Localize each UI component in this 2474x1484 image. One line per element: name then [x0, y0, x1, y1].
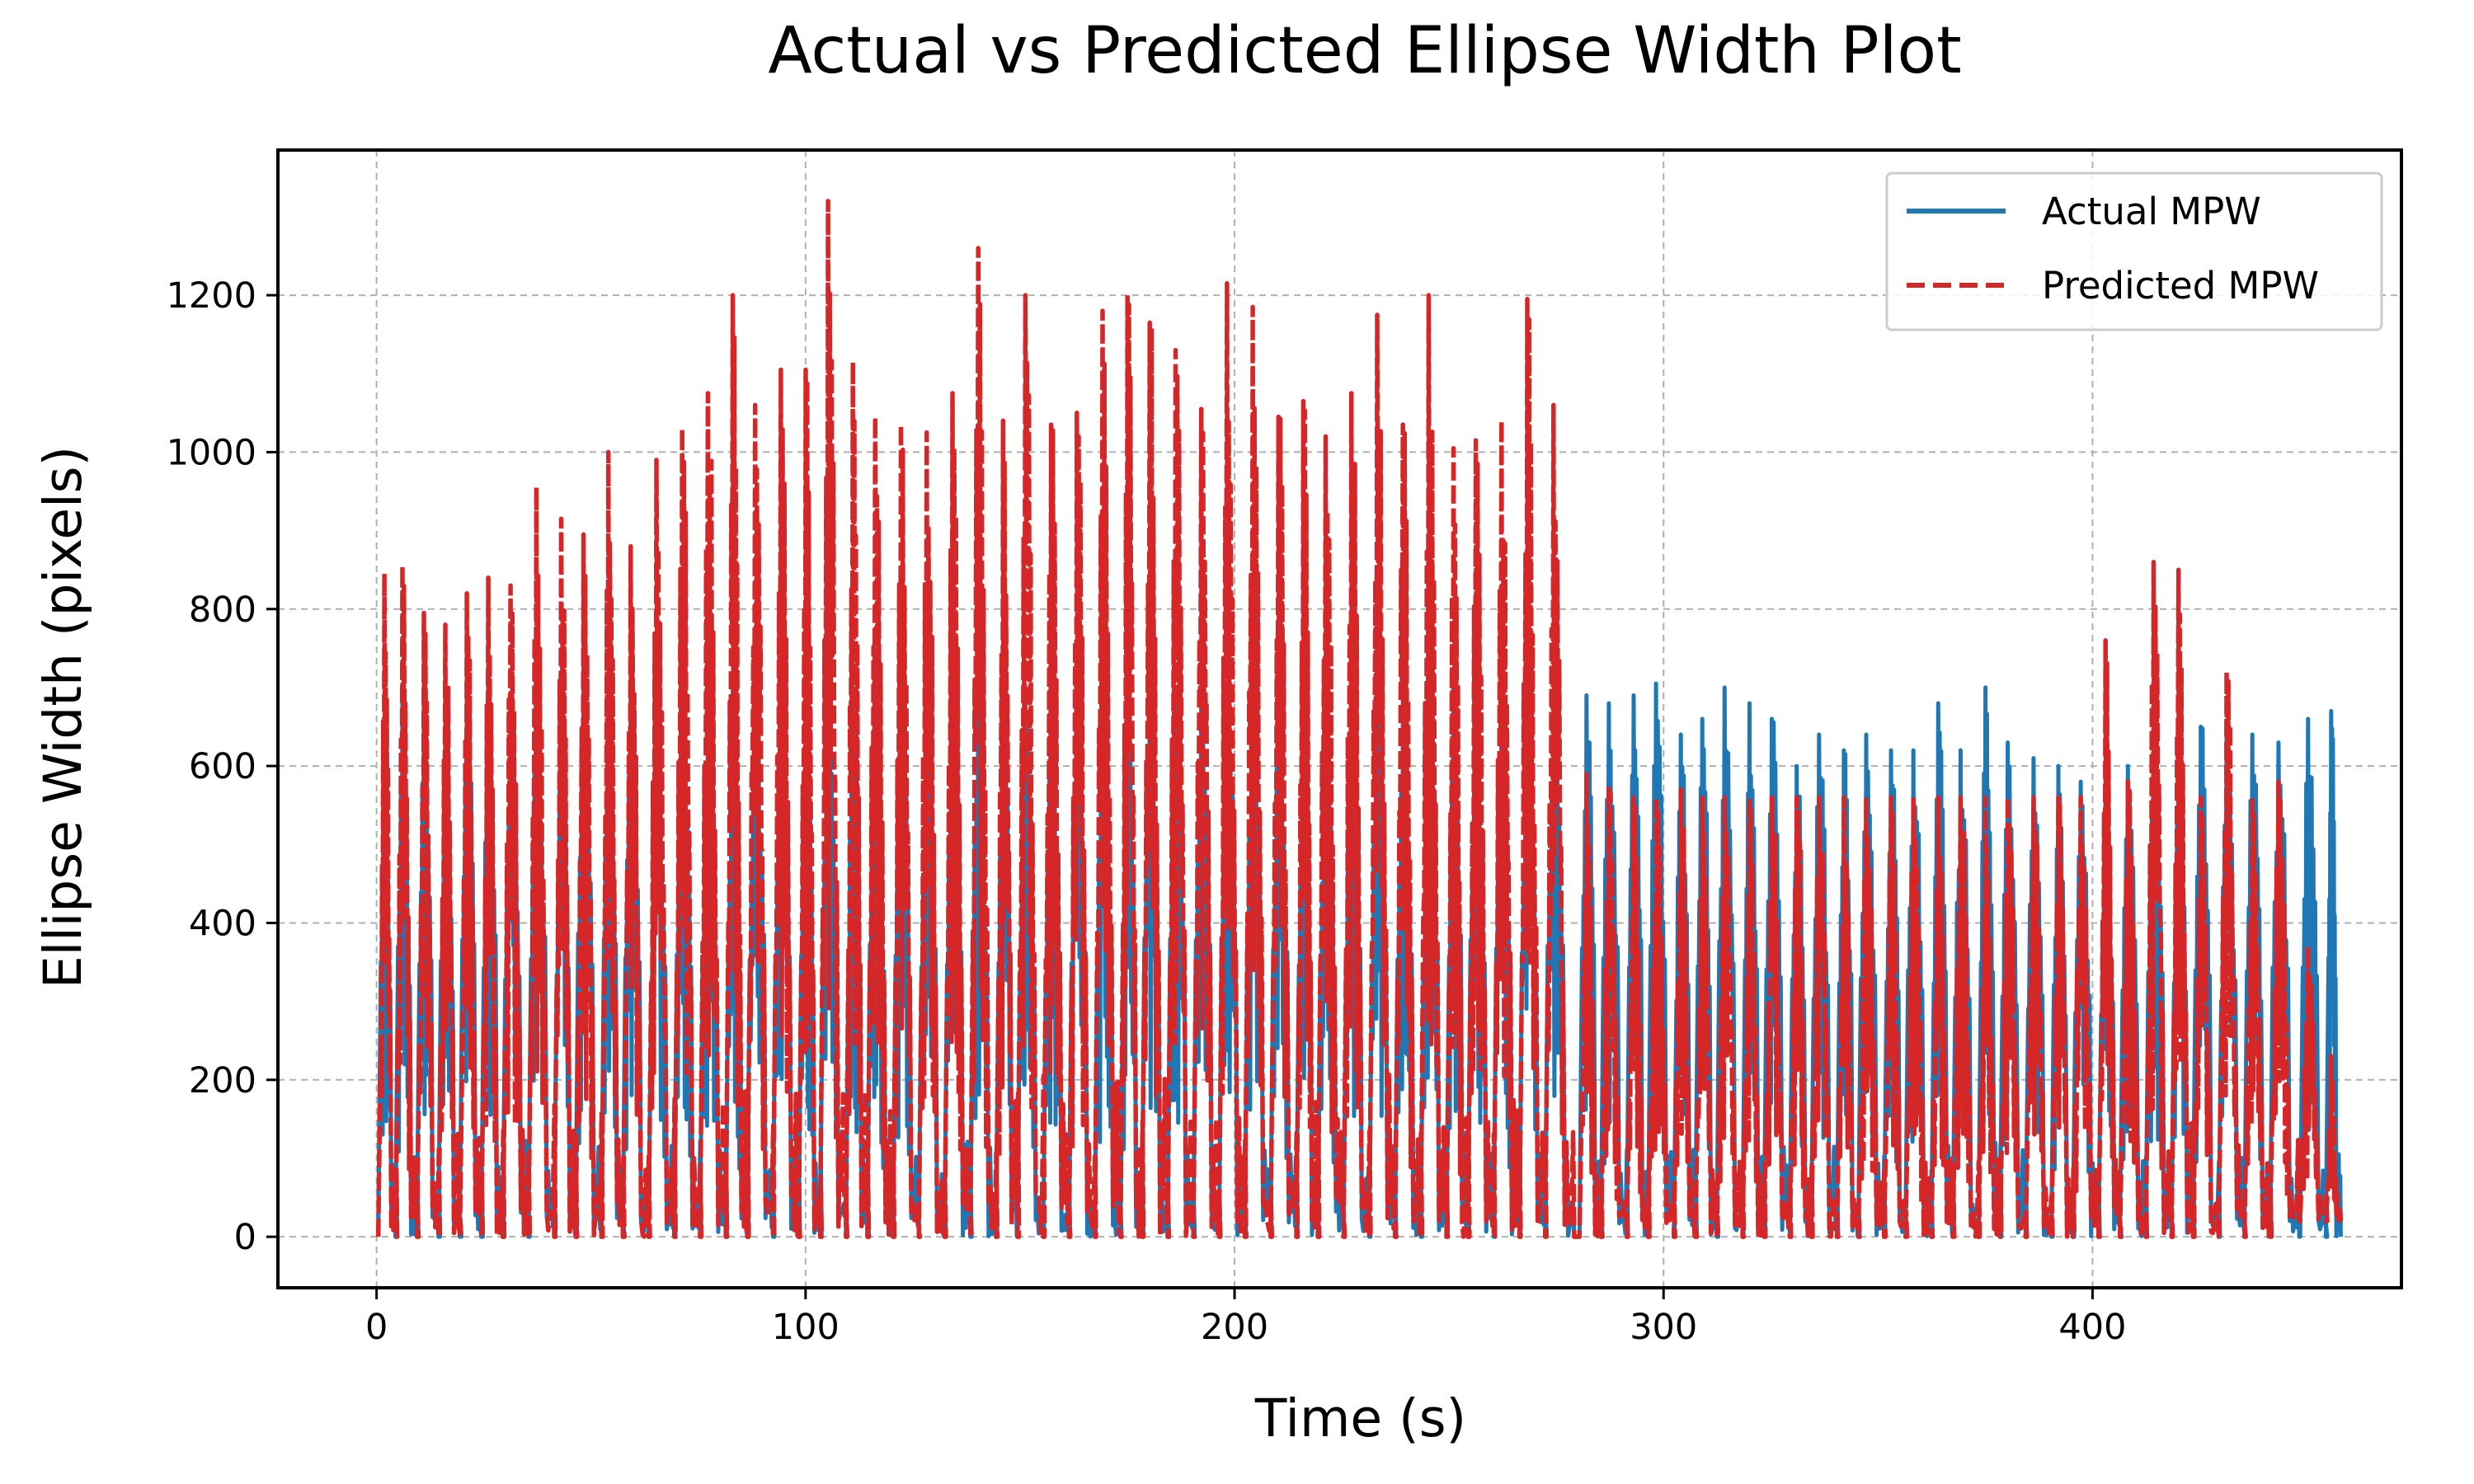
x-axis-label: Time (s): [1254, 1388, 1466, 1449]
y-tick-label: 600: [189, 746, 256, 787]
legend-label-actual: Actual MPW: [2042, 190, 2261, 233]
y-axis-label: Ellipse Width (pixels): [33, 446, 93, 989]
x-tick-label: 400: [2058, 1307, 2126, 1348]
y-tick-label: 1000: [167, 432, 256, 473]
y-axis: 0 200 400 600 800 1000 1200: [167, 275, 278, 1258]
y-tick-label: 0: [234, 1217, 256, 1258]
y-tick-label: 200: [189, 1060, 256, 1101]
x-tick-label: 300: [1630, 1307, 1697, 1348]
legend-box: [1885, 171, 2383, 331]
legend-label-predicted: Predicted MPW: [2042, 264, 2319, 308]
y-tick-label: 400: [189, 903, 256, 944]
x-tick-label: 200: [1201, 1307, 1268, 1348]
series-line-predicted: [375, 199, 2344, 1239]
series-layer: [375, 199, 2344, 1239]
x-axis: 0 100 200 300 400: [365, 1288, 2126, 1348]
x-tick-label: 0: [365, 1307, 388, 1348]
y-tick-label: 1200: [167, 275, 256, 317]
x-tick-label: 100: [772, 1307, 840, 1348]
chart-title: Actual vs Predicted Ellipse Width Plot: [768, 14, 1961, 88]
y-tick-label: 800: [189, 589, 256, 631]
legend: Actual MPW Predicted MPW: [1885, 171, 2383, 331]
plot-frame: [276, 148, 2403, 1289]
